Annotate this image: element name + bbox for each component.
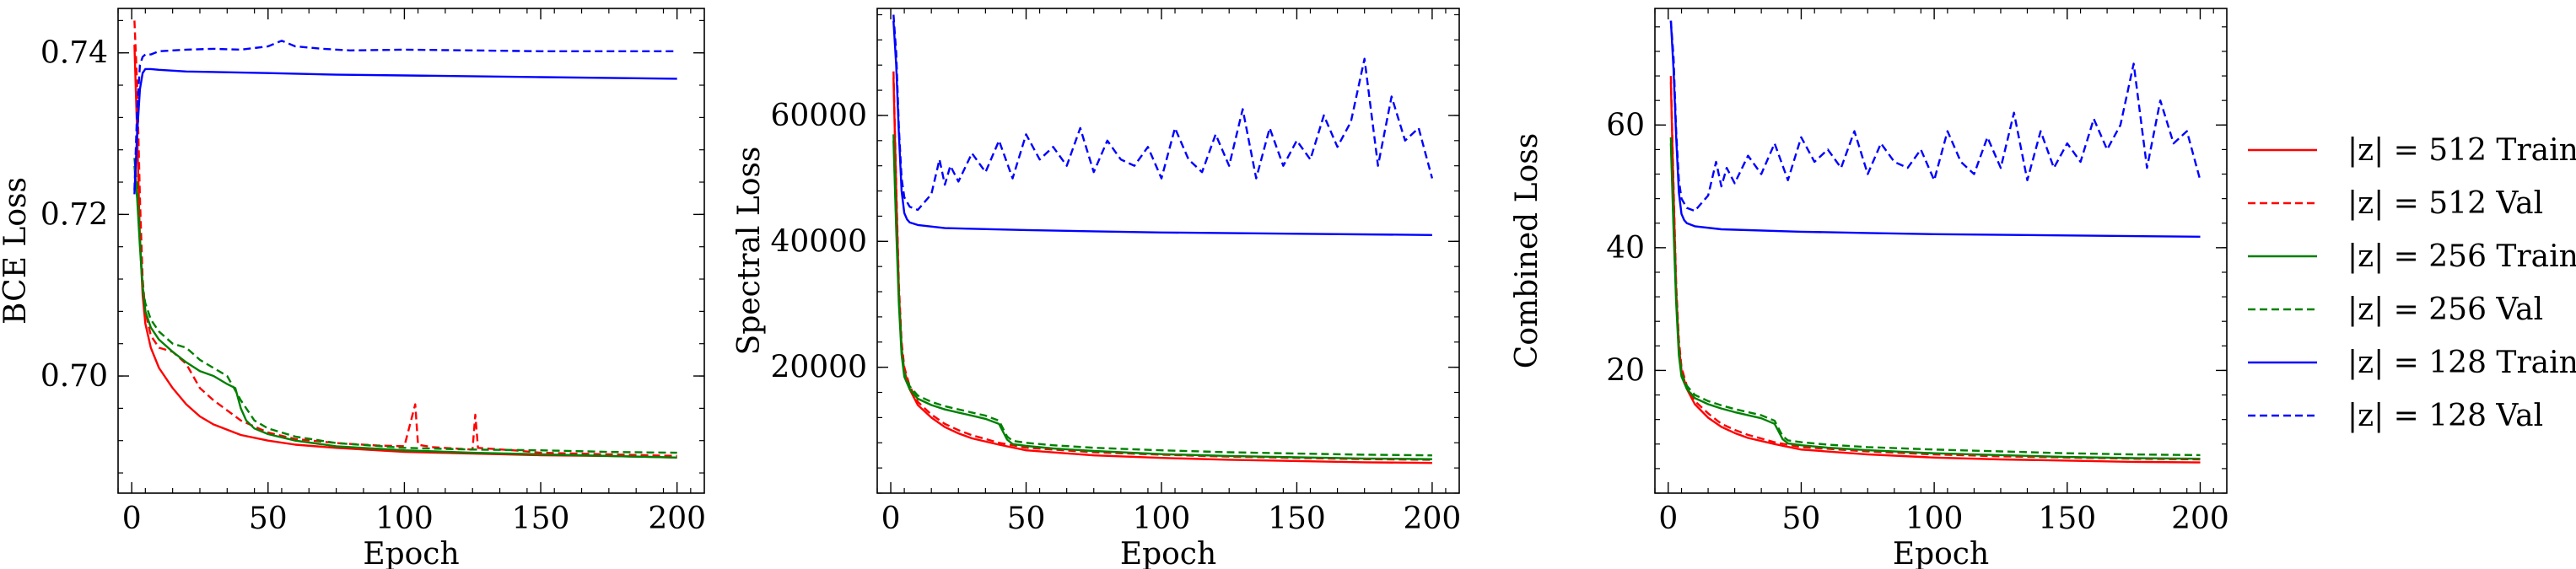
series-line--z-128-train — [892, 20, 1432, 236]
x-tick-label: 0 — [122, 502, 142, 536]
x-tick-label: 150 — [1268, 502, 1326, 536]
axes-frame — [1654, 8, 2228, 494]
series-line--z-256-train — [133, 165, 677, 459]
x-tick-label: 50 — [1782, 502, 1821, 536]
series-line--z-512-val — [1669, 76, 2201, 461]
series-line--z-512-train — [1669, 82, 2201, 464]
series-line--z-256-val — [133, 158, 677, 454]
x-tick-label: 50 — [249, 502, 288, 536]
series-line--z-128-val — [1669, 20, 2201, 212]
legend-label: |z| = 256 Train — [2347, 239, 2576, 274]
x-tick-label: 150 — [512, 502, 570, 536]
x-tick-label: 100 — [1905, 502, 1964, 536]
y-tick-label: 60 — [1606, 108, 1645, 142]
y-tick-label: 0.74 — [40, 36, 108, 71]
bce-loss-panel: 0 50 100 150 200 0.70 0.72 0.74 Epoch BCE Loss — [0, 8, 706, 569]
series-line--z-256-val — [892, 134, 1432, 457]
legend-label: |z| = 128 Val — [2347, 399, 2543, 433]
axes-frame — [876, 8, 1460, 494]
legend-label: |z| = 512 Val — [2347, 186, 2543, 221]
x-axis-label: Epoch — [1120, 537, 1216, 569]
series-line--z-512-train — [892, 78, 1432, 464]
x-tick-label: 150 — [2038, 502, 2096, 536]
x-tick-label: 100 — [375, 502, 434, 536]
series-group — [133, 20, 677, 459]
legend-item: |z| = 512 Val — [2248, 186, 2543, 221]
series-group — [892, 14, 1434, 464]
y-tick-label: 40 — [1606, 231, 1645, 266]
y-axis-label: Spectral Loss — [732, 147, 767, 356]
x-tick-label: 200 — [648, 502, 706, 536]
series-line--z-512-train — [133, 45, 677, 459]
series-line--z-128-val — [133, 40, 677, 191]
x-axis-label: Epoch — [363, 537, 459, 569]
legend: |z| = 512 Train |z| = 512 Val |z| = 256 Tr… — [2248, 133, 2576, 433]
series-line--z-128-train — [1669, 20, 2201, 238]
legend-item: |z| = 128 Val — [2248, 399, 2543, 433]
series-line--z-256-val — [1669, 137, 2201, 457]
x-tick-label: 200 — [1404, 502, 1462, 536]
combined-loss-panel: 0 50 100 150 200 20 40 60 Epoch Combined Loss — [1510, 8, 2229, 569]
x-tick-label: 0 — [1658, 502, 1678, 536]
legend-label: |z| = 256 Val — [2347, 293, 2543, 327]
spectral-loss-panel: 0 50 100 150 200 20000 40000 60000 Epoch Spectral… — [732, 8, 1461, 569]
y-tick-label: 20000 — [770, 351, 867, 385]
series-line--z-128-train — [133, 67, 677, 195]
legend-item: |z| = 512 Train — [2248, 133, 2576, 168]
series-group — [1669, 20, 2201, 464]
legend-label: |z| = 128 Train — [2347, 346, 2576, 380]
legend-item: |z| = 256 Train — [2248, 239, 2576, 274]
y-tick-label: 0.72 — [40, 197, 108, 232]
y-tick-label: 20 — [1606, 353, 1645, 388]
x-tick-label: 200 — [2171, 502, 2229, 536]
series-line--z-256-train — [892, 140, 1432, 460]
series-line--z-512-val — [133, 20, 677, 458]
legend-item: |z| = 256 Val — [2248, 293, 2543, 327]
axes-frame — [117, 8, 705, 494]
y-tick-label: 40000 — [770, 224, 867, 259]
x-tick-label: 50 — [1007, 502, 1046, 536]
legend-label: |z| = 512 Train — [2347, 133, 2576, 168]
x-tick-label: 0 — [881, 502, 901, 536]
y-tick-label: 60000 — [770, 99, 867, 133]
series-line--z-512-val — [892, 71, 1432, 461]
y-axis-label: Combined Loss — [1510, 133, 1544, 368]
x-axis-label: Epoch — [1893, 537, 1989, 569]
x-tick-label: 100 — [1133, 502, 1191, 536]
series-line--z-256-train — [1669, 143, 2201, 460]
y-axis-label: BCE Loss — [0, 177, 33, 325]
series-line--z-128-val — [892, 14, 1434, 212]
y-tick-label: 0.70 — [40, 359, 108, 394]
legend-item: |z| = 128 Train — [2248, 346, 2576, 380]
